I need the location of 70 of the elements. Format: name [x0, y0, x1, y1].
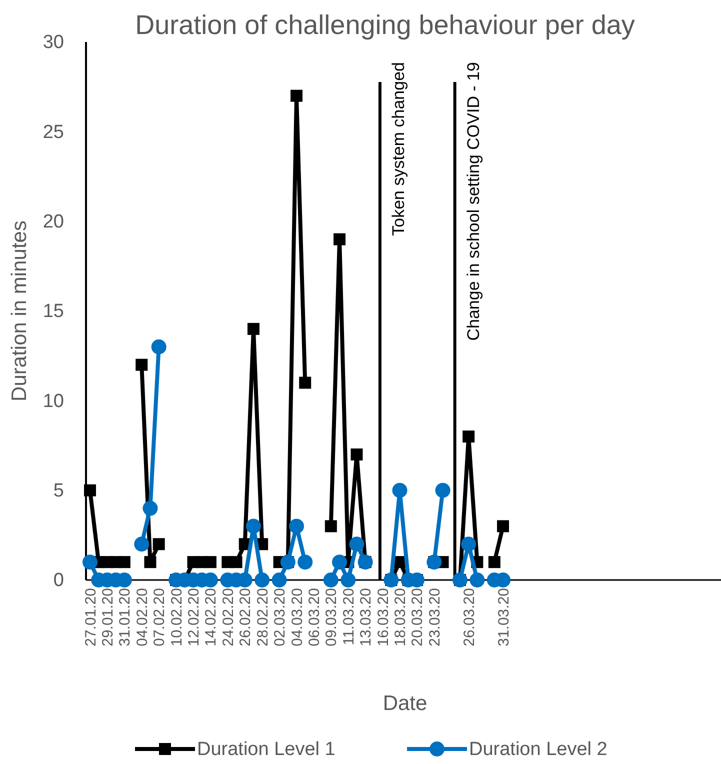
x-tick-label: 11.03.20 — [340, 588, 358, 646]
y-tick-label: 0 — [53, 570, 64, 592]
y-axis-title: Duration in minutes — [8, 220, 31, 402]
annotation: Token system changed — [388, 62, 408, 236]
x-tick-label: 20.03.20 — [409, 588, 426, 646]
point — [497, 520, 509, 532]
point — [134, 536, 150, 552]
y-tick-label: 30 — [42, 32, 64, 54]
point — [470, 572, 485, 588]
x-tick-label: 12.02.20 — [186, 588, 202, 646]
x-axis-title: Date — [382, 692, 428, 715]
point — [289, 518, 304, 534]
point — [323, 572, 338, 588]
legend-label: Duration Level 1 — [197, 739, 336, 760]
y-tick-label: 15 — [42, 301, 64, 322]
point — [392, 482, 408, 498]
point — [151, 339, 166, 354]
x-tick-label: 14.02.20 — [202, 588, 220, 646]
x-tick-label: 18.03.20 — [392, 588, 409, 646]
point — [461, 536, 476, 552]
x-tick-label: 29.01.20 — [99, 588, 116, 646]
point — [332, 554, 348, 570]
point — [290, 90, 302, 102]
x-tick-label: 26.03.20 — [460, 588, 478, 646]
point — [435, 482, 450, 498]
y-tick-label: 25 — [42, 122, 64, 143]
point — [230, 556, 242, 568]
point — [82, 554, 98, 570]
y-tick-label: 10 — [42, 390, 64, 412]
point — [84, 484, 96, 496]
point — [118, 556, 130, 568]
x-tick-label: 26.02.20 — [237, 588, 254, 646]
point — [350, 448, 363, 460]
x-tick-label: 28.02.20 — [254, 588, 272, 646]
chart-title: Duration of challenging behaviour per day — [135, 10, 636, 40]
x-tick-label: 09.03.20 — [323, 588, 340, 646]
x-tick-label: 04.02.20 — [134, 588, 151, 646]
point — [272, 572, 287, 588]
point — [298, 554, 313, 570]
point — [334, 233, 346, 246]
legend-label: Duration Level 2 — [469, 739, 608, 760]
point — [488, 556, 500, 568]
point — [144, 556, 156, 568]
point — [152, 538, 165, 550]
x-tick-label: 07.02.20 — [151, 588, 168, 646]
x-tick-label: 31.03.20 — [495, 588, 512, 646]
point — [462, 430, 475, 443]
x-tick-label: 13.03.20 — [358, 588, 375, 646]
x-tick-label: 16.03.20 — [374, 588, 392, 646]
point — [136, 358, 148, 371]
x-tick-label: 06.03.20 — [306, 588, 323, 646]
y-tick-label: 5 — [53, 480, 64, 502]
x-tick-label: 31.01.20 — [116, 588, 134, 646]
point — [324, 520, 337, 532]
point — [254, 572, 270, 588]
annotation: Change in school setting COVID - 19 — [464, 62, 483, 341]
x-tick-label: 23.03.20 — [426, 588, 444, 646]
point — [246, 518, 261, 534]
x-tick-label: 04.03.20 — [288, 588, 306, 646]
point — [247, 322, 260, 335]
point — [299, 376, 312, 389]
y-tick-label: 20 — [42, 211, 64, 232]
x-tick-label: 10.02.20 — [168, 588, 186, 646]
point — [340, 572, 356, 588]
point — [204, 556, 216, 568]
x-tick-label: 02.03.20 — [272, 588, 289, 646]
x-tick-label: 27.01.20 — [82, 588, 100, 646]
x-tick-label: 24.02.20 — [220, 588, 237, 646]
point — [142, 500, 158, 516]
point — [349, 536, 364, 552]
